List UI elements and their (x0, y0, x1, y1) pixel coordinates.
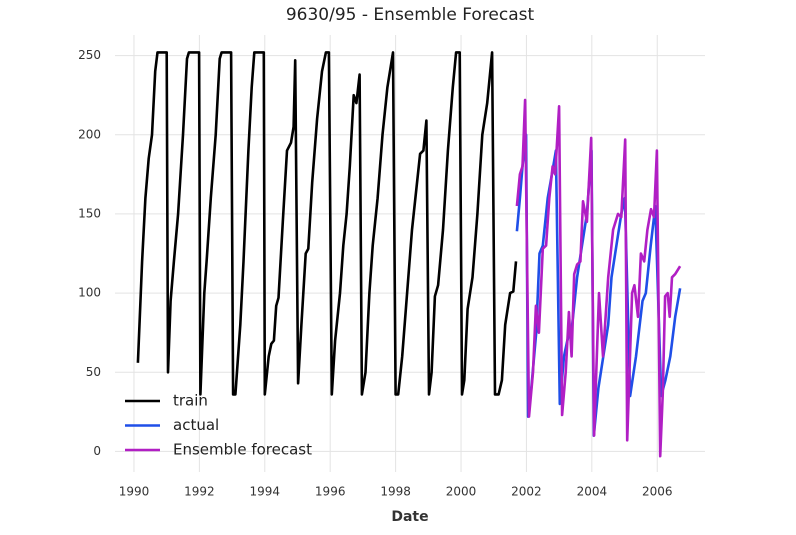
series-line (515, 98, 682, 458)
x-tick-label: 1996 (315, 485, 346, 499)
x-tick-label: 2006 (642, 485, 673, 499)
y-tick-label: 250 (78, 48, 101, 62)
chart-title: 9630/95 - Ensemble Forecast (286, 5, 535, 25)
plot-area (136, 51, 682, 458)
series-line (136, 51, 518, 396)
x-tick-label: 1990 (119, 485, 150, 499)
x-tick-label: 2002 (511, 485, 542, 499)
x-axis-label: Date (391, 509, 428, 525)
legend: train actual Ensemble forecast (125, 392, 312, 459)
legend-label: Ensemble forecast (173, 441, 312, 459)
x-tick-label: 1992 (184, 485, 215, 499)
y-tick-label: 100 (78, 286, 101, 300)
y-tick-label: 0 (93, 444, 101, 458)
y-tick-label: 200 (78, 127, 101, 141)
y-tick-label: 150 (78, 206, 101, 220)
x-tick-label: 2000 (446, 485, 477, 499)
legend-label: actual (173, 416, 219, 434)
y-tick-label: 50 (86, 365, 101, 379)
legend-label: train (173, 392, 208, 410)
x-tick-label: 1994 (250, 485, 281, 499)
x-tick-label: 2004 (577, 485, 608, 499)
x-tick-label: 1998 (380, 485, 411, 499)
